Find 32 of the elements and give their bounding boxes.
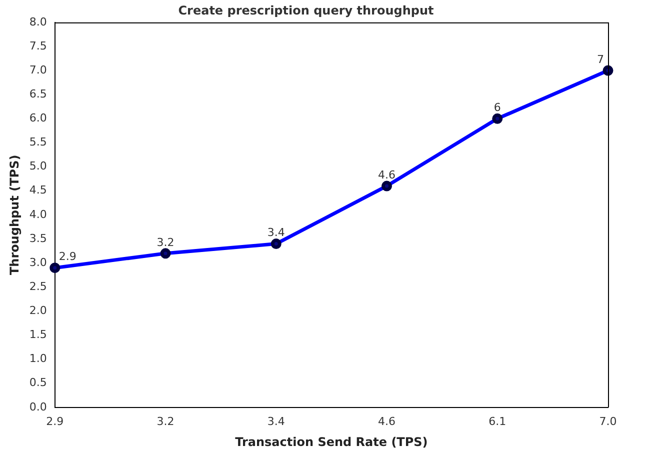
y-tick-label: 7.5 [29, 39, 47, 52]
data-label: 7 [597, 52, 604, 66]
x-tick-label: 2.9 [46, 414, 64, 428]
x-axis-title: Transaction Send Rate (TPS) [235, 434, 428, 449]
data-label: 3.4 [267, 226, 285, 240]
x-tick-label: 7.0 [599, 414, 617, 428]
y-tick-label: 4.0 [29, 208, 47, 221]
y-tick-label: 1.0 [29, 352, 47, 366]
x-tick-label: 3.4 [267, 414, 285, 428]
y-tick-label: 6.0 [29, 112, 47, 125]
x-tick-label: 3.2 [156, 414, 174, 428]
x-tick-label: 6.1 [488, 414, 506, 428]
y-tick-label: 5.0 [29, 160, 47, 173]
data-label: 2.9 [58, 250, 76, 264]
chart-title: Create prescription query throughput [178, 3, 434, 18]
y-tick-label: 0.5 [29, 376, 47, 390]
y-tick-label: 4.5 [29, 184, 47, 197]
y-tick-label: 2.5 [29, 280, 47, 293]
y-tick-label: 3.5 [29, 232, 47, 245]
y-tick-label: 7.0 [29, 63, 47, 76]
y-tick-label: 5.5 [29, 136, 47, 149]
y-tick-label: 2.0 [29, 304, 47, 318]
data-label: 4.6 [378, 168, 396, 182]
y-tick-label: 6.5 [29, 87, 47, 100]
y-tick-label: 8.0 [29, 15, 47, 28]
y-axis-title: Throughput (TPS) [7, 154, 22, 276]
y-tick-label: 1.5 [29, 328, 47, 342]
y-tick-label: 3.0 [29, 256, 47, 269]
x-tick-label: 4.6 [378, 414, 396, 428]
data-label: 3.2 [156, 236, 174, 249]
y-tick-label: 0.0 [29, 400, 47, 414]
data-label: 6 [494, 101, 501, 114]
